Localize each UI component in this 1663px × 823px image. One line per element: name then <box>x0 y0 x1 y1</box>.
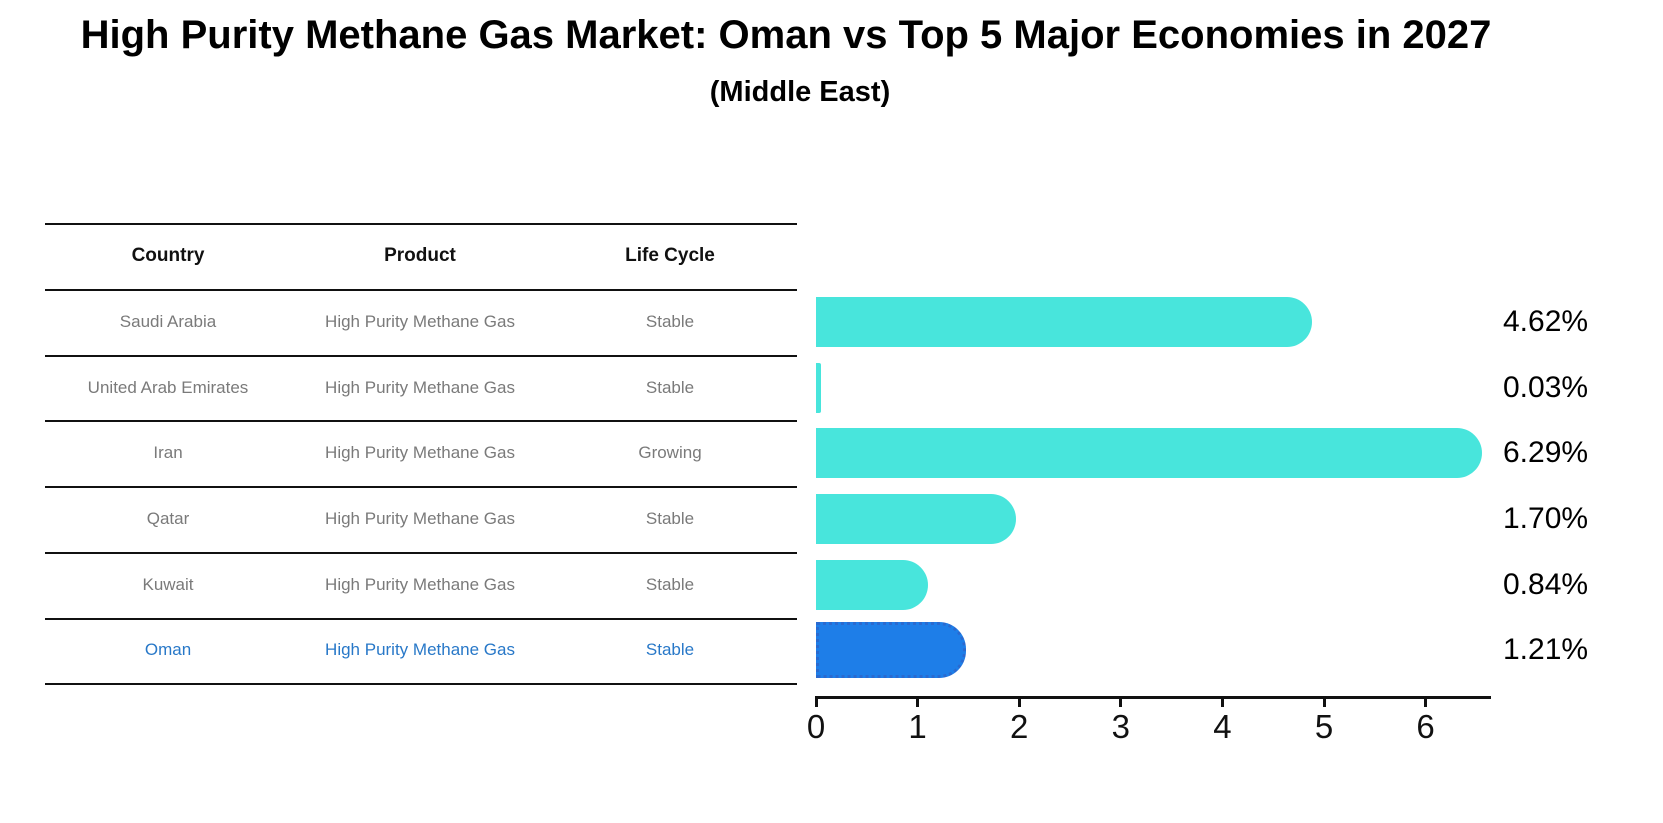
x-axis-tick-label: 6 <box>1416 708 1435 745</box>
x-axis-tick <box>814 696 818 707</box>
table-rule <box>45 420 797 423</box>
table-cell-life-cycle-saudi-arabia: Stable <box>645 311 695 331</box>
table-cell-life-cycle-oman: Stable <box>645 640 695 660</box>
chart-subtitle: (Middle East) <box>709 76 891 108</box>
bar-oman <box>816 622 966 679</box>
table-cell-life-cycle-kuwait: Stable <box>645 574 695 594</box>
value-label-united-arab-emirates: 0.03% <box>1503 370 1589 404</box>
table-cell-product-oman: High Purity Methane Gas <box>325 640 515 660</box>
x-axis-tick-label: 1 <box>908 708 927 745</box>
bar-united-arab-emirates <box>816 362 821 413</box>
x-axis-tick <box>1017 696 1021 707</box>
bar-qatar <box>816 494 1016 544</box>
table-rule <box>45 617 797 620</box>
bar-saudi-arabia <box>816 296 1313 347</box>
table-rule <box>45 289 797 291</box>
x-axis-tick-label: 4 <box>1213 708 1232 745</box>
x-axis-tick-label: 5 <box>1314 708 1334 745</box>
table-cell-product-iran: High Purity Methane Gas <box>325 443 515 463</box>
table-cell-country-iran: Iran <box>153 443 183 463</box>
bar-kuwait <box>816 559 929 610</box>
table-cell-country-qatar: Qatar <box>146 509 190 528</box>
x-axis-line <box>814 696 1491 699</box>
table-cell-product-united-arab-emirates: High Purity Methane Gas <box>325 377 515 397</box>
x-axis-tick <box>916 696 920 707</box>
table-rule <box>45 354 797 357</box>
table-rule <box>45 486 797 489</box>
value-label-kuwait: 0.84% <box>1503 567 1589 601</box>
x-axis-tick <box>1119 696 1123 707</box>
table-header-life-cycle: Life Cycle <box>625 245 715 266</box>
table-cell-life-cycle-qatar: Stable <box>645 509 695 528</box>
table-cell-country-oman: Oman <box>144 640 192 660</box>
bar-iran <box>816 428 1483 479</box>
table-cell-life-cycle-iran: Growing <box>638 443 702 463</box>
table-rule <box>45 551 797 554</box>
table-cell-country-united-arab-emirates: United Arab Emirates <box>87 377 249 397</box>
table-cell-product-saudi-arabia: High Purity Methane Gas <box>325 311 515 331</box>
value-label-qatar: 1.70% <box>1503 502 1589 535</box>
value-label-oman: 1.21% <box>1503 633 1589 667</box>
table-cell-life-cycle-united-arab-emirates: Stable <box>645 377 695 397</box>
table-cell-product-kuwait: High Purity Methane Gas <box>325 574 515 594</box>
table-rule <box>45 683 797 686</box>
table-cell-product-qatar: High Purity Methane Gas <box>325 509 515 528</box>
x-axis-tick-label: 0 <box>806 708 826 745</box>
table-cell-country-kuwait: Kuwait <box>142 574 194 594</box>
x-axis-tick-label: 2 <box>1010 708 1029 745</box>
chart-title: High Purity Methane Gas Market: Oman vs … <box>80 13 1492 57</box>
table-header-country: Country <box>131 245 205 266</box>
x-axis-tick-label: 3 <box>1111 708 1130 745</box>
value-label-saudi-arabia: 4.62% <box>1503 304 1589 338</box>
table-header-product: Product <box>384 245 456 266</box>
x-axis-tick <box>1322 696 1326 707</box>
x-axis-tick <box>1220 696 1224 707</box>
table-rule <box>45 223 797 225</box>
value-label-iran: 6.29% <box>1503 436 1589 470</box>
table-cell-country-saudi-arabia: Saudi Arabia <box>119 311 217 331</box>
x-axis-tick <box>1424 696 1428 707</box>
